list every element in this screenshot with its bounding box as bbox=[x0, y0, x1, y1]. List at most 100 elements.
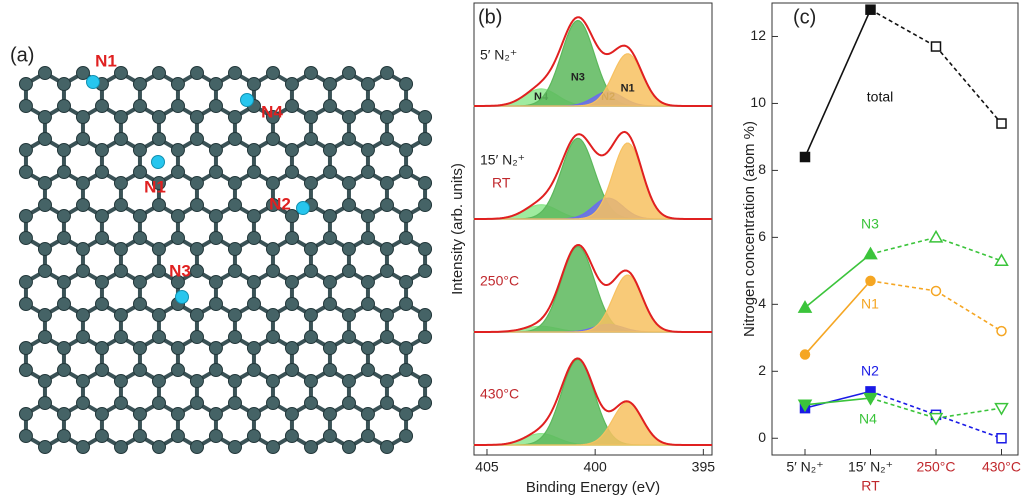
series-segment bbox=[935, 414, 1002, 440]
fit-envelope bbox=[473, 16, 712, 107]
atom bbox=[209, 99, 223, 113]
atom bbox=[380, 198, 394, 212]
atom bbox=[170, 77, 185, 91]
atom bbox=[95, 231, 109, 245]
atom bbox=[341, 374, 356, 388]
y-axis-label: Nitrogen concentration (atom %) bbox=[741, 121, 758, 337]
atom bbox=[113, 308, 128, 322]
atom bbox=[75, 176, 90, 190]
atom bbox=[303, 110, 318, 124]
atom bbox=[342, 396, 356, 410]
atom bbox=[190, 440, 204, 454]
atom bbox=[360, 77, 375, 91]
atom bbox=[342, 66, 356, 80]
series-segment bbox=[870, 280, 937, 292]
atom bbox=[18, 165, 33, 179]
atom bbox=[37, 374, 52, 388]
atom bbox=[94, 429, 109, 443]
atom bbox=[322, 341, 337, 355]
atom bbox=[360, 429, 375, 443]
atom bbox=[132, 341, 147, 355]
atom bbox=[399, 363, 413, 377]
fit-envelope bbox=[473, 130, 712, 220]
atom bbox=[246, 143, 261, 157]
atom bbox=[285, 363, 299, 377]
marker bbox=[797, 399, 813, 413]
atom bbox=[304, 132, 318, 146]
atom bbox=[266, 264, 280, 278]
series-segment bbox=[870, 397, 937, 419]
fit-envelope bbox=[474, 244, 712, 333]
atom bbox=[57, 99, 71, 113]
atom bbox=[133, 99, 147, 113]
atom bbox=[304, 440, 318, 454]
marker bbox=[994, 402, 1009, 416]
y-tick-label: 4 bbox=[758, 295, 766, 311]
atom bbox=[228, 132, 242, 146]
series-label: N4 bbox=[859, 411, 877, 427]
marker bbox=[799, 151, 811, 163]
atom bbox=[380, 132, 394, 146]
atom bbox=[380, 440, 394, 454]
atom bbox=[247, 165, 261, 179]
atom bbox=[170, 341, 185, 355]
atom bbox=[190, 132, 204, 146]
nitrogen-atom bbox=[175, 290, 189, 304]
marker bbox=[994, 253, 1009, 267]
marker bbox=[996, 433, 1007, 444]
atom bbox=[247, 231, 261, 245]
atom bbox=[76, 66, 90, 80]
x-tick-label: 250°C bbox=[916, 459, 955, 475]
atom bbox=[152, 264, 166, 278]
atom bbox=[171, 165, 185, 179]
atom bbox=[265, 242, 280, 256]
atom bbox=[152, 396, 166, 410]
marker bbox=[996, 325, 1007, 337]
atom bbox=[227, 374, 242, 388]
atom bbox=[189, 110, 204, 124]
atom bbox=[265, 110, 280, 124]
atom bbox=[208, 275, 223, 289]
atom bbox=[322, 275, 337, 289]
atom bbox=[399, 429, 414, 443]
component-label: N3 bbox=[571, 72, 585, 84]
atom bbox=[94, 341, 109, 355]
atom bbox=[114, 440, 128, 454]
atom bbox=[246, 407, 261, 421]
x-tick-label: 405 bbox=[475, 459, 499, 475]
atom bbox=[380, 66, 394, 80]
atom bbox=[133, 363, 147, 377]
atom bbox=[189, 176, 204, 190]
series-segment bbox=[804, 390, 871, 409]
atom bbox=[75, 374, 90, 388]
marker bbox=[865, 4, 876, 15]
atom bbox=[57, 297, 71, 311]
atom bbox=[227, 308, 242, 322]
atom bbox=[266, 198, 280, 212]
series-segment bbox=[870, 236, 937, 255]
atom bbox=[37, 176, 52, 190]
atom bbox=[379, 176, 394, 190]
atom bbox=[208, 209, 223, 223]
atom bbox=[360, 143, 375, 157]
atom bbox=[114, 330, 128, 344]
atom bbox=[379, 242, 394, 256]
atom bbox=[342, 440, 356, 454]
atom bbox=[380, 330, 394, 344]
atom bbox=[56, 275, 71, 289]
atom bbox=[76, 264, 90, 278]
x-axis-label: Binding Energy (eV) bbox=[526, 479, 660, 496]
atom bbox=[418, 308, 433, 322]
atom bbox=[285, 99, 299, 113]
atom bbox=[418, 110, 433, 124]
atom bbox=[18, 143, 33, 157]
atom bbox=[18, 77, 33, 91]
atom bbox=[75, 242, 90, 256]
atom bbox=[322, 77, 337, 91]
atom bbox=[246, 209, 261, 223]
atom bbox=[152, 440, 166, 454]
atom bbox=[114, 132, 128, 146]
atom bbox=[380, 264, 394, 278]
atom bbox=[170, 407, 185, 421]
